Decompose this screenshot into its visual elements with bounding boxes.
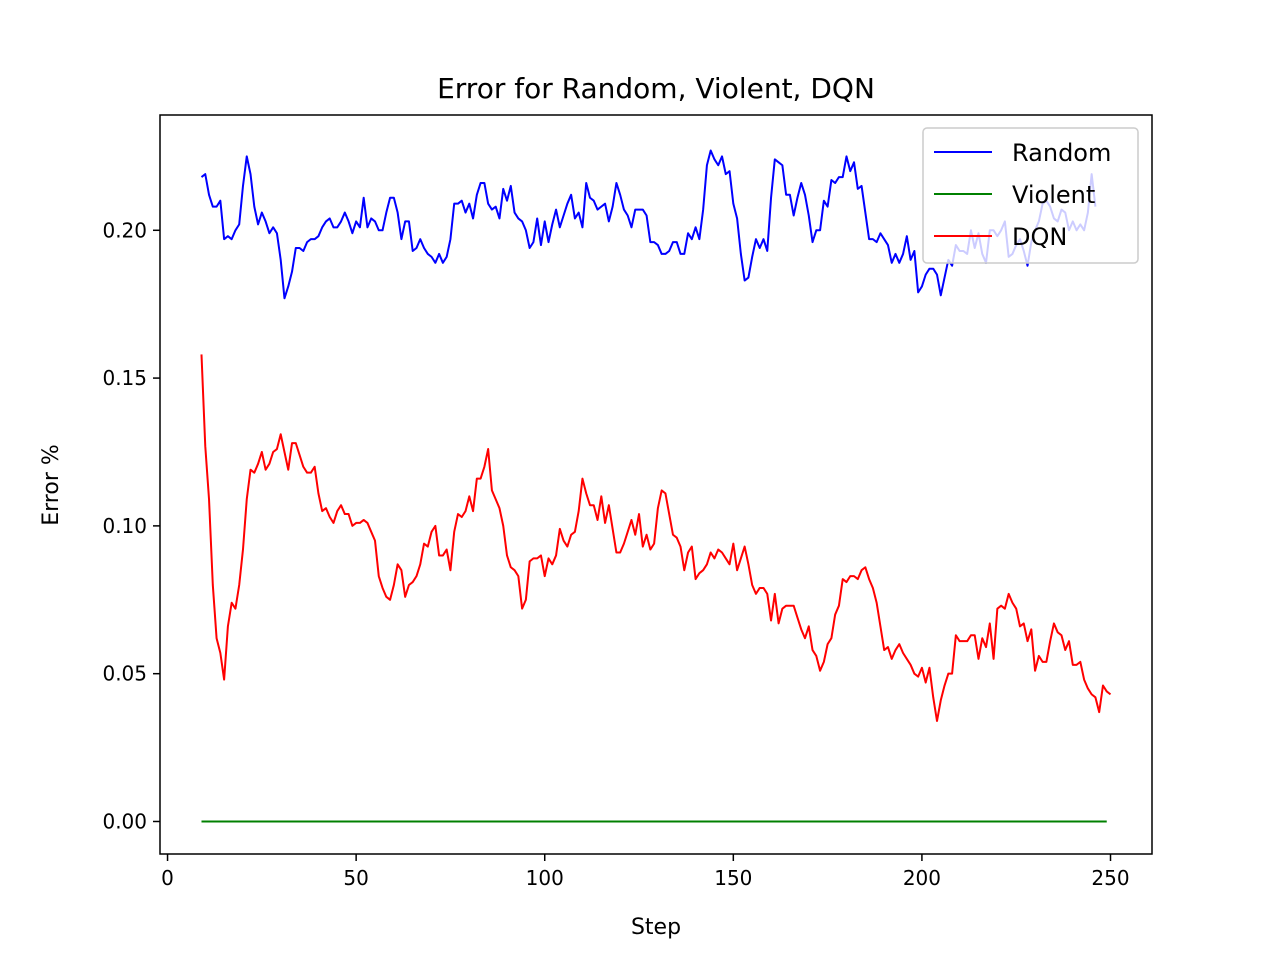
x-axis-ticks: 0 50 100 150 200 250 bbox=[161, 854, 1130, 890]
x-tick-label: 150 bbox=[714, 866, 752, 890]
y-tick-label: 0.15 bbox=[102, 366, 147, 390]
x-tick-label: 50 bbox=[343, 866, 368, 890]
legend-box bbox=[922, 127, 1139, 264]
y-tick-label: 0.00 bbox=[102, 809, 147, 833]
y-tick-label: 0.20 bbox=[102, 218, 147, 242]
x-tick-label: 0 bbox=[161, 866, 174, 890]
legend: Random Violent DQN bbox=[922, 127, 1139, 264]
x-tick-label: 100 bbox=[526, 866, 564, 890]
y-tick-label: 0.05 bbox=[102, 662, 147, 686]
series-line-dqn bbox=[200, 354, 1112, 722]
series-lines bbox=[200, 149, 1112, 823]
y-axis-label: Error % bbox=[39, 444, 64, 526]
x-axis-label: Step bbox=[631, 915, 681, 940]
y-axis-ticks: 0.00 0.05 0.10 0.15 0.20 bbox=[102, 218, 160, 833]
y-tick-label: 0.10 bbox=[102, 514, 147, 538]
legend-label-dqn: DQN bbox=[1012, 223, 1067, 251]
x-tick-label: 200 bbox=[903, 866, 941, 890]
chart-title: Error for Random, Violent, DQN bbox=[437, 72, 875, 105]
axes-frame bbox=[159, 114, 1153, 855]
series-line-random bbox=[200, 149, 1097, 300]
legend-label-random: Random bbox=[1012, 139, 1111, 167]
legend-label-violent: Violent bbox=[1012, 181, 1095, 209]
x-tick-label: 250 bbox=[1091, 866, 1129, 890]
